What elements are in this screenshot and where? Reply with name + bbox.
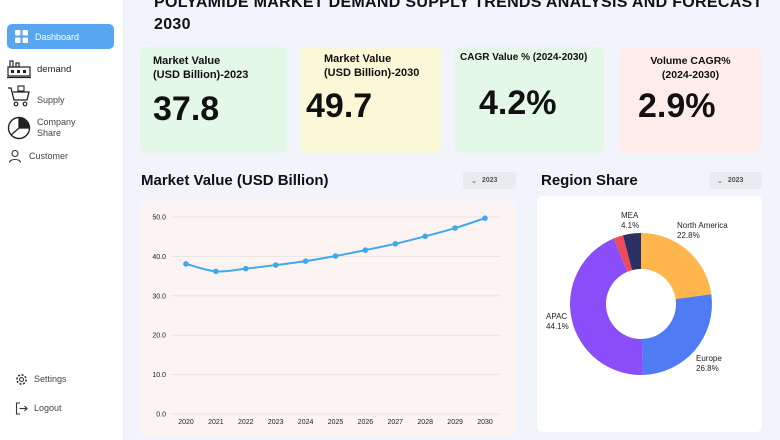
data-point[interactable] bbox=[392, 240, 399, 247]
user-icon bbox=[7, 148, 23, 164]
year-select-value: 2023 bbox=[727, 177, 744, 184]
market-value-chart: 0.0 10.0 20.0 30.0 40.0 50.0 2020 2021 2022 2023 2… bbox=[140, 200, 516, 436]
sidebar-item-supply[interactable]: Supply bbox=[7, 84, 65, 108]
data-point[interactable] bbox=[452, 225, 458, 231]
kpi-value: 49.7 bbox=[306, 87, 373, 125]
kpi-label: Market Value bbox=[324, 53, 392, 65]
gear-icon bbox=[14, 372, 28, 386]
x-tick-label: 2026 bbox=[358, 419, 374, 426]
sidebar-item-customer[interactable]: Customer bbox=[7, 148, 68, 164]
slice-name-label: MEA bbox=[621, 211, 639, 220]
slice-value-label: 4.1% bbox=[621, 221, 639, 230]
sidebar-item-label: Customer bbox=[29, 151, 69, 161]
data-point[interactable] bbox=[183, 261, 189, 267]
kpi-label: Volume CAGR% bbox=[650, 55, 731, 67]
data-point[interactable] bbox=[243, 265, 249, 272]
pie-chart-icon bbox=[7, 116, 31, 140]
grid-icon bbox=[13, 29, 29, 45]
data-point[interactable] bbox=[302, 258, 309, 264]
x-tick-label: 2030 bbox=[477, 419, 493, 426]
kpi-label: (USD Billion)-2030 bbox=[324, 67, 420, 79]
sidebar-item-label: Dashboard bbox=[35, 31, 80, 42]
y-tick-label: 30.0 bbox=[152, 293, 166, 300]
sidebar-item-label: Settings bbox=[34, 374, 67, 384]
sidebar-item-company-share[interactable]: Company Share bbox=[7, 116, 81, 140]
data-point[interactable] bbox=[213, 268, 219, 275]
sidebar-item-label: Company Share bbox=[37, 117, 76, 138]
region-share-year-select[interactable]: ⌄ 2023 bbox=[709, 172, 762, 189]
pie-slice[interactable] bbox=[641, 233, 712, 300]
x-tick-label: 2020 bbox=[178, 419, 194, 426]
slice-name-label: North America bbox=[677, 221, 728, 230]
slice-value-label: 44.1% bbox=[546, 322, 569, 331]
kpi-value: 2.9% bbox=[638, 87, 716, 125]
kpi-value: 37.8 bbox=[153, 90, 220, 128]
y-tick-label: 20.0 bbox=[152, 333, 166, 340]
kpi-card-cagr-value: CAGR Value % (2024-2030) 4.2% bbox=[455, 47, 604, 153]
logout-icon bbox=[14, 401, 28, 415]
x-tick-label: 2029 bbox=[447, 419, 463, 426]
factory-icon bbox=[7, 58, 31, 80]
slice-name-label: Europe bbox=[696, 354, 722, 363]
data-point[interactable] bbox=[482, 215, 488, 221]
data-point[interactable] bbox=[332, 253, 339, 259]
series-line bbox=[185, 217, 486, 273]
sidebar: Dashboard demand Supply Company Share Cu… bbox=[0, 0, 124, 440]
y-tick-label: 10.0 bbox=[152, 372, 166, 379]
y-tick-label: 50.0 bbox=[152, 215, 166, 222]
x-tick-label: 2022 bbox=[238, 419, 254, 426]
x-tick-label: 2028 bbox=[417, 419, 433, 426]
page-title: POLYAMIDE MARKET DEMAND SUPPLY TRENDS AN… bbox=[154, 0, 763, 33]
x-tick-label: 2024 bbox=[298, 419, 314, 426]
data-point[interactable] bbox=[422, 233, 429, 240]
kpi-card-market-value-2023: Market Value (USD Billion)-2023 37.8 bbox=[140, 47, 287, 153]
data-point[interactable] bbox=[272, 262, 279, 268]
x-tick-label: 2021 bbox=[208, 419, 224, 426]
chevron-down-icon: ⌄ bbox=[471, 177, 477, 185]
sidebar-item-label: demand bbox=[37, 63, 72, 75]
region-share-title: Region Share bbox=[541, 172, 638, 189]
sidebar-item-label: Logout bbox=[34, 403, 62, 413]
kpi-label: Market Value bbox=[153, 55, 221, 67]
data-point[interactable] bbox=[362, 247, 369, 253]
x-tick-label: 2025 bbox=[328, 419, 344, 426]
pie-slice[interactable] bbox=[622, 233, 641, 271]
slice-name-label: APAC bbox=[546, 312, 567, 321]
market-value-year-select[interactable]: ⌄ 2023 bbox=[463, 172, 516, 189]
year-select-value: 2023 bbox=[481, 177, 498, 184]
chevron-down-icon: ⌄ bbox=[717, 177, 723, 185]
sidebar-item-logout[interactable]: Logout bbox=[14, 401, 62, 415]
sidebar-item-demand[interactable]: demand bbox=[7, 58, 71, 80]
slice-value-label: 26.8% bbox=[696, 364, 719, 373]
y-tick-label: 0.0 bbox=[156, 412, 166, 419]
region-share-chart: North America 22.8% Europe 26.8% APAC 44.1% ME… bbox=[537, 196, 762, 432]
y-tick-label: 40.0 bbox=[152, 254, 166, 261]
market-value-title: Market Value (USD Billion) bbox=[141, 172, 329, 189]
slice-value-label: 22.8% bbox=[677, 231, 700, 240]
cart-icon bbox=[7, 84, 31, 108]
line-chart-svg: 0.0 10.0 20.0 30.0 40.0 50.0 2020 2021 2022 2023 2… bbox=[152, 215, 500, 426]
kpi-label: (2024-2030) bbox=[661, 69, 720, 81]
x-tick-label: 2023 bbox=[268, 419, 284, 426]
x-tick-label: 2027 bbox=[388, 419, 404, 426]
sidebar-item-dashboard[interactable]: Dashboard bbox=[7, 24, 114, 49]
sidebar-item-settings[interactable]: Settings bbox=[14, 372, 67, 386]
pie-slice[interactable] bbox=[613, 235, 633, 272]
kpi-card-market-value-2030: Market Value (USD Billion)-2030 49.7 bbox=[300, 47, 441, 153]
kpi-value: 4.2% bbox=[479, 84, 557, 122]
sidebar-item-label: Supply bbox=[37, 95, 65, 105]
kpi-card-volume-cagr: Volume CAGR% (2024-2030) 2.9% bbox=[620, 47, 761, 153]
kpi-label: (USD Billion)-2023 bbox=[153, 69, 249, 81]
pie-slice[interactable] bbox=[641, 294, 712, 375]
pie-slice[interactable] bbox=[570, 238, 643, 375]
kpi-label: CAGR Value % (2024-2030) bbox=[460, 52, 588, 63]
